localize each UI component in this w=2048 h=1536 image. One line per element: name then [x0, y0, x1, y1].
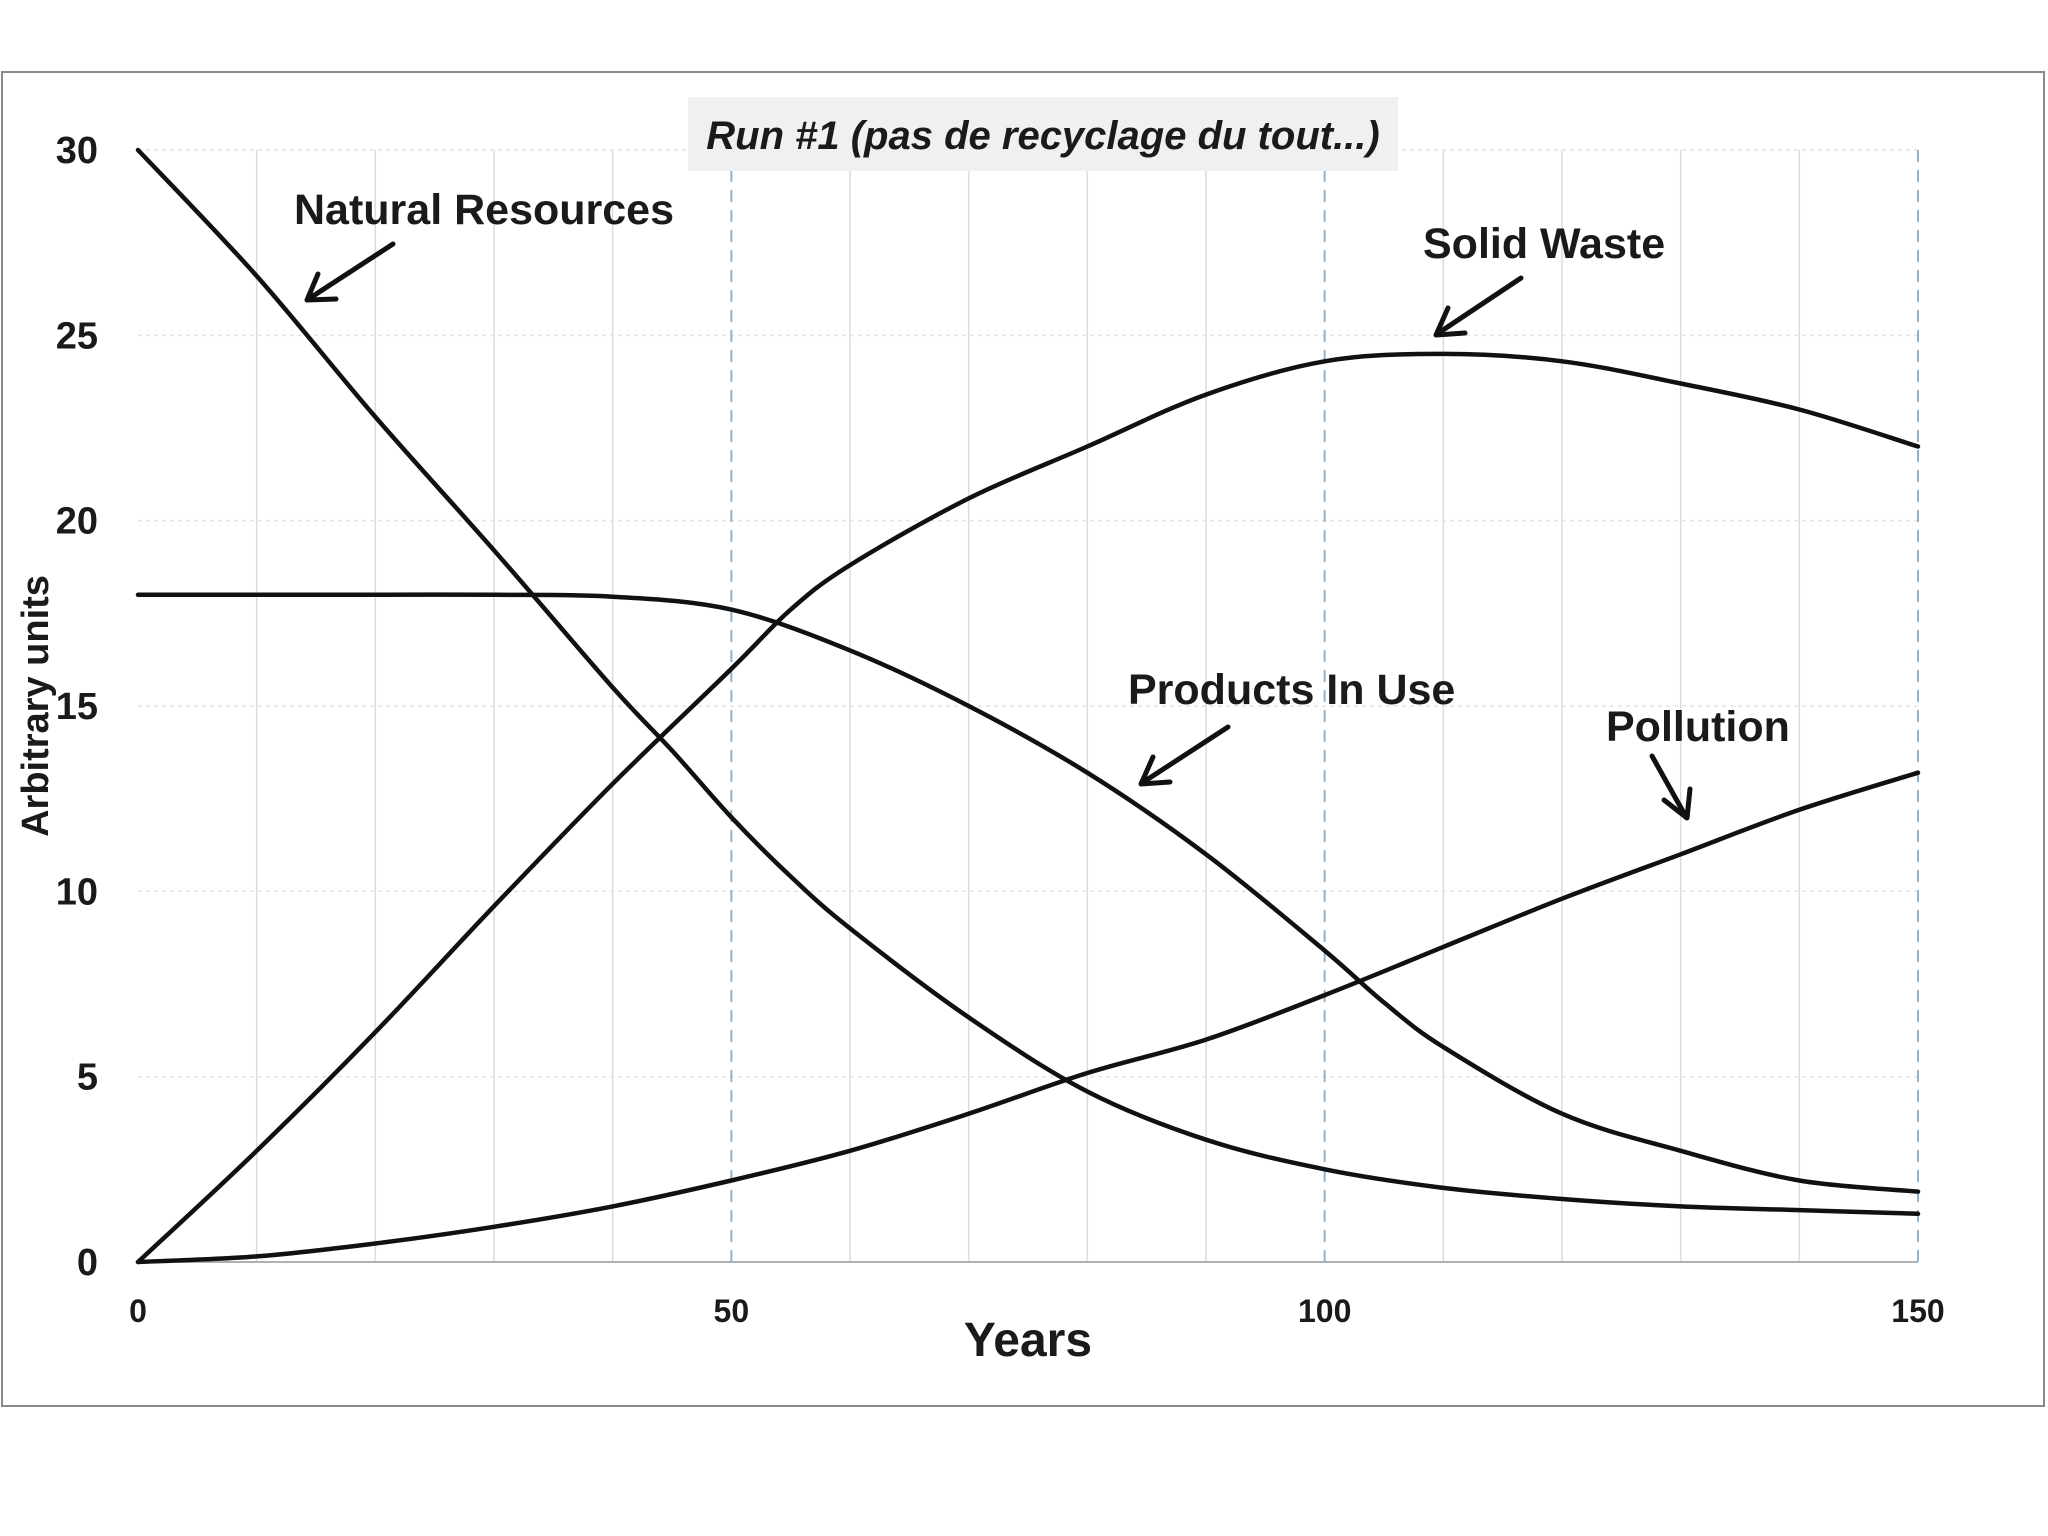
y-tick-label: 5: [77, 1057, 98, 1099]
annotation-arrows: [304, 241, 1693, 821]
title-background: [688, 97, 1398, 171]
major-gridlines: [730, 150, 1919, 1262]
chart-title: Run #1 (pas de recyclage du tout...): [706, 114, 1379, 158]
y-tick-label: 0: [77, 1242, 98, 1284]
series-lines: [135, 147, 1921, 1265]
x-tick-labels: 0 50 100 150: [129, 1293, 1945, 1329]
chart-outer-border: [1, 71, 2045, 1407]
arrow-solid-waste: [1433, 275, 1524, 338]
y-tick-label: 25: [56, 315, 98, 357]
annotation-pollution: Pollution: [1606, 703, 1790, 751]
series-line-natural-resources: [135, 147, 1921, 1217]
arrow-pollution: [1649, 753, 1693, 821]
annotation-products-in-use: Products In Use: [1128, 666, 1455, 714]
x-tick-label: 150: [1891, 1293, 1944, 1329]
y-axis-label: Arbitrary units: [15, 575, 57, 837]
annotation-solid-waste: Solid Waste: [1423, 220, 1665, 268]
arrow-natural-resources: [304, 241, 396, 303]
x-tick-label: 50: [714, 1293, 750, 1329]
y-tick-label: 20: [56, 501, 98, 543]
x-axis-label: Years: [964, 1314, 1092, 1367]
y-tick-label: 15: [56, 686, 98, 728]
y-tick-label: 10: [56, 871, 98, 913]
y-tick-labels: 0 5 10 15 20 25 30: [56, 130, 98, 1284]
series-line-solid-waste: [135, 351, 1921, 1265]
series-line-products-in-use: [135, 592, 1921, 1194]
x-tick-label: 100: [1298, 1293, 1351, 1329]
arrow-products-in-use: [1138, 724, 1231, 787]
series-line-pollution: [135, 770, 1921, 1265]
annotation-natural-resources: Natural Resources: [294, 186, 674, 234]
y-tick-label: 30: [56, 130, 98, 172]
x-tick-label: 0: [129, 1293, 147, 1329]
